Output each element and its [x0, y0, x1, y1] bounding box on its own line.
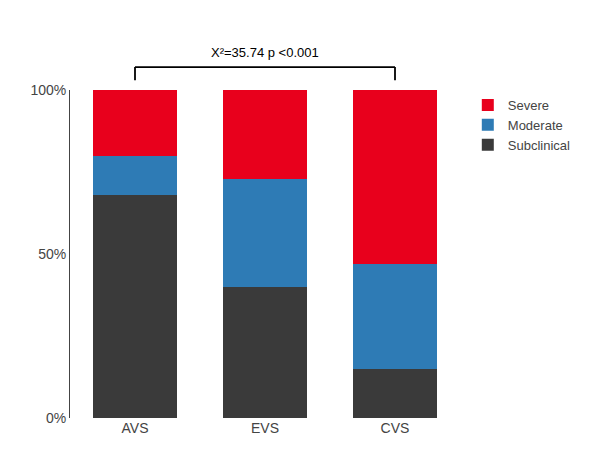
- svg-text:AVS: AVS: [122, 420, 149, 436]
- svg-text:50%: 50%: [38, 246, 66, 262]
- svg-text:CVS: CVS: [381, 420, 410, 436]
- svg-text:Subclinical: Subclinical: [508, 138, 570, 153]
- svg-text:0%: 0%: [46, 410, 66, 426]
- svg-text:100%: 100%: [30, 82, 66, 98]
- svg-text:Severe: Severe: [508, 98, 549, 113]
- svg-text:X²=35.74 p <0.001: X²=35.74 p <0.001: [211, 45, 319, 60]
- svg-text:EVS: EVS: [251, 420, 279, 436]
- svg-text:Moderate: Moderate: [508, 118, 563, 133]
